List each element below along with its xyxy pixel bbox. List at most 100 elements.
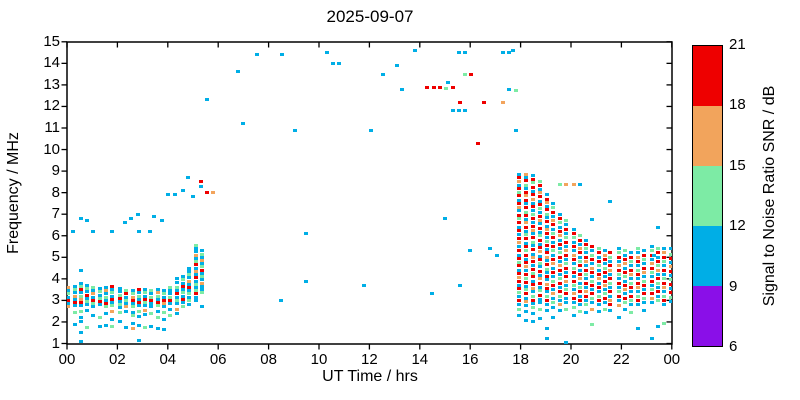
data-point <box>557 217 562 220</box>
data-point <box>655 277 660 281</box>
data-point <box>78 316 83 320</box>
data-point <box>668 256 672 260</box>
data-point <box>78 294 83 298</box>
data-point <box>531 209 536 213</box>
data-point <box>577 268 582 272</box>
data-point <box>187 282 192 286</box>
data-point <box>517 307 522 311</box>
data-point <box>551 292 556 296</box>
data-point <box>642 301 647 305</box>
data-point <box>523 176 528 180</box>
data-point <box>642 275 647 279</box>
x-tick-label: 06 <box>209 351 227 368</box>
data-point <box>174 280 179 284</box>
data-point <box>577 273 582 277</box>
data-point <box>577 247 582 251</box>
data-point <box>204 98 209 102</box>
data-point <box>629 290 634 294</box>
data-point <box>551 306 556 310</box>
data-point <box>623 292 628 296</box>
data-point <box>603 283 608 287</box>
colorbar-segment <box>693 226 722 286</box>
data-point <box>463 109 468 113</box>
data-point <box>523 280 528 284</box>
data-point <box>655 260 660 264</box>
data-point <box>110 309 115 313</box>
data-point <box>629 277 634 281</box>
data-point <box>590 257 595 261</box>
data-point <box>337 61 342 65</box>
data-point <box>523 253 528 257</box>
data-point <box>193 250 198 254</box>
data-point <box>78 339 83 343</box>
data-point <box>557 264 562 268</box>
data-point <box>187 273 192 277</box>
data-point <box>571 301 576 305</box>
data-point <box>180 301 185 305</box>
data-point <box>517 298 522 302</box>
data-point <box>117 287 122 291</box>
data-point <box>168 295 173 299</box>
data-point <box>629 264 634 268</box>
data-point <box>517 237 522 241</box>
data-point <box>523 194 528 198</box>
data-point <box>531 264 536 268</box>
colorbar <box>692 45 723 347</box>
data-point <box>551 283 556 287</box>
data-point <box>523 304 528 308</box>
data-point <box>185 176 190 180</box>
data-point <box>531 201 536 205</box>
data-point <box>537 222 542 226</box>
x-tick-label: 16 <box>461 351 479 368</box>
data-point <box>577 290 582 294</box>
data-point <box>523 265 528 269</box>
data-point <box>537 195 542 199</box>
data-point <box>571 283 576 287</box>
data-point <box>162 298 167 302</box>
data-point <box>130 295 135 299</box>
data-point <box>545 232 550 236</box>
data-point <box>72 301 77 305</box>
data-point <box>168 292 173 296</box>
x-tick-label: 00 <box>663 351 681 368</box>
data-point <box>537 257 542 261</box>
x-tick-label: 14 <box>411 351 429 368</box>
data-point <box>590 292 595 296</box>
data-point <box>130 302 135 306</box>
data-point <box>616 264 621 268</box>
data-point <box>629 273 634 277</box>
data-point <box>545 197 550 201</box>
data-point <box>590 301 595 305</box>
data-point <box>162 305 167 309</box>
data-point <box>67 305 71 309</box>
data-point <box>537 231 542 235</box>
data-point <box>608 285 613 289</box>
data-point <box>563 275 568 279</box>
data-point <box>199 284 204 288</box>
data-point <box>577 277 582 281</box>
data-point <box>623 296 628 300</box>
data-point <box>72 322 77 326</box>
data-point <box>668 269 672 273</box>
data-point <box>635 298 640 302</box>
data-point <box>635 255 640 259</box>
data-point <box>668 287 672 291</box>
data-point <box>149 295 154 299</box>
data-point <box>608 199 613 203</box>
data-point <box>608 294 613 298</box>
data-point <box>130 289 135 293</box>
data-point <box>662 273 667 277</box>
data-point <box>97 293 102 297</box>
data-point <box>517 233 522 237</box>
data-point <box>91 292 96 296</box>
data-point <box>537 199 542 203</box>
data-point <box>545 227 550 231</box>
data-point <box>517 268 522 272</box>
data-point <box>649 288 654 292</box>
data-point <box>545 208 550 212</box>
data-point <box>136 309 141 313</box>
chart-title: 2025-09-07 <box>326 7 414 26</box>
data-point <box>668 291 672 295</box>
data-point <box>517 256 522 260</box>
